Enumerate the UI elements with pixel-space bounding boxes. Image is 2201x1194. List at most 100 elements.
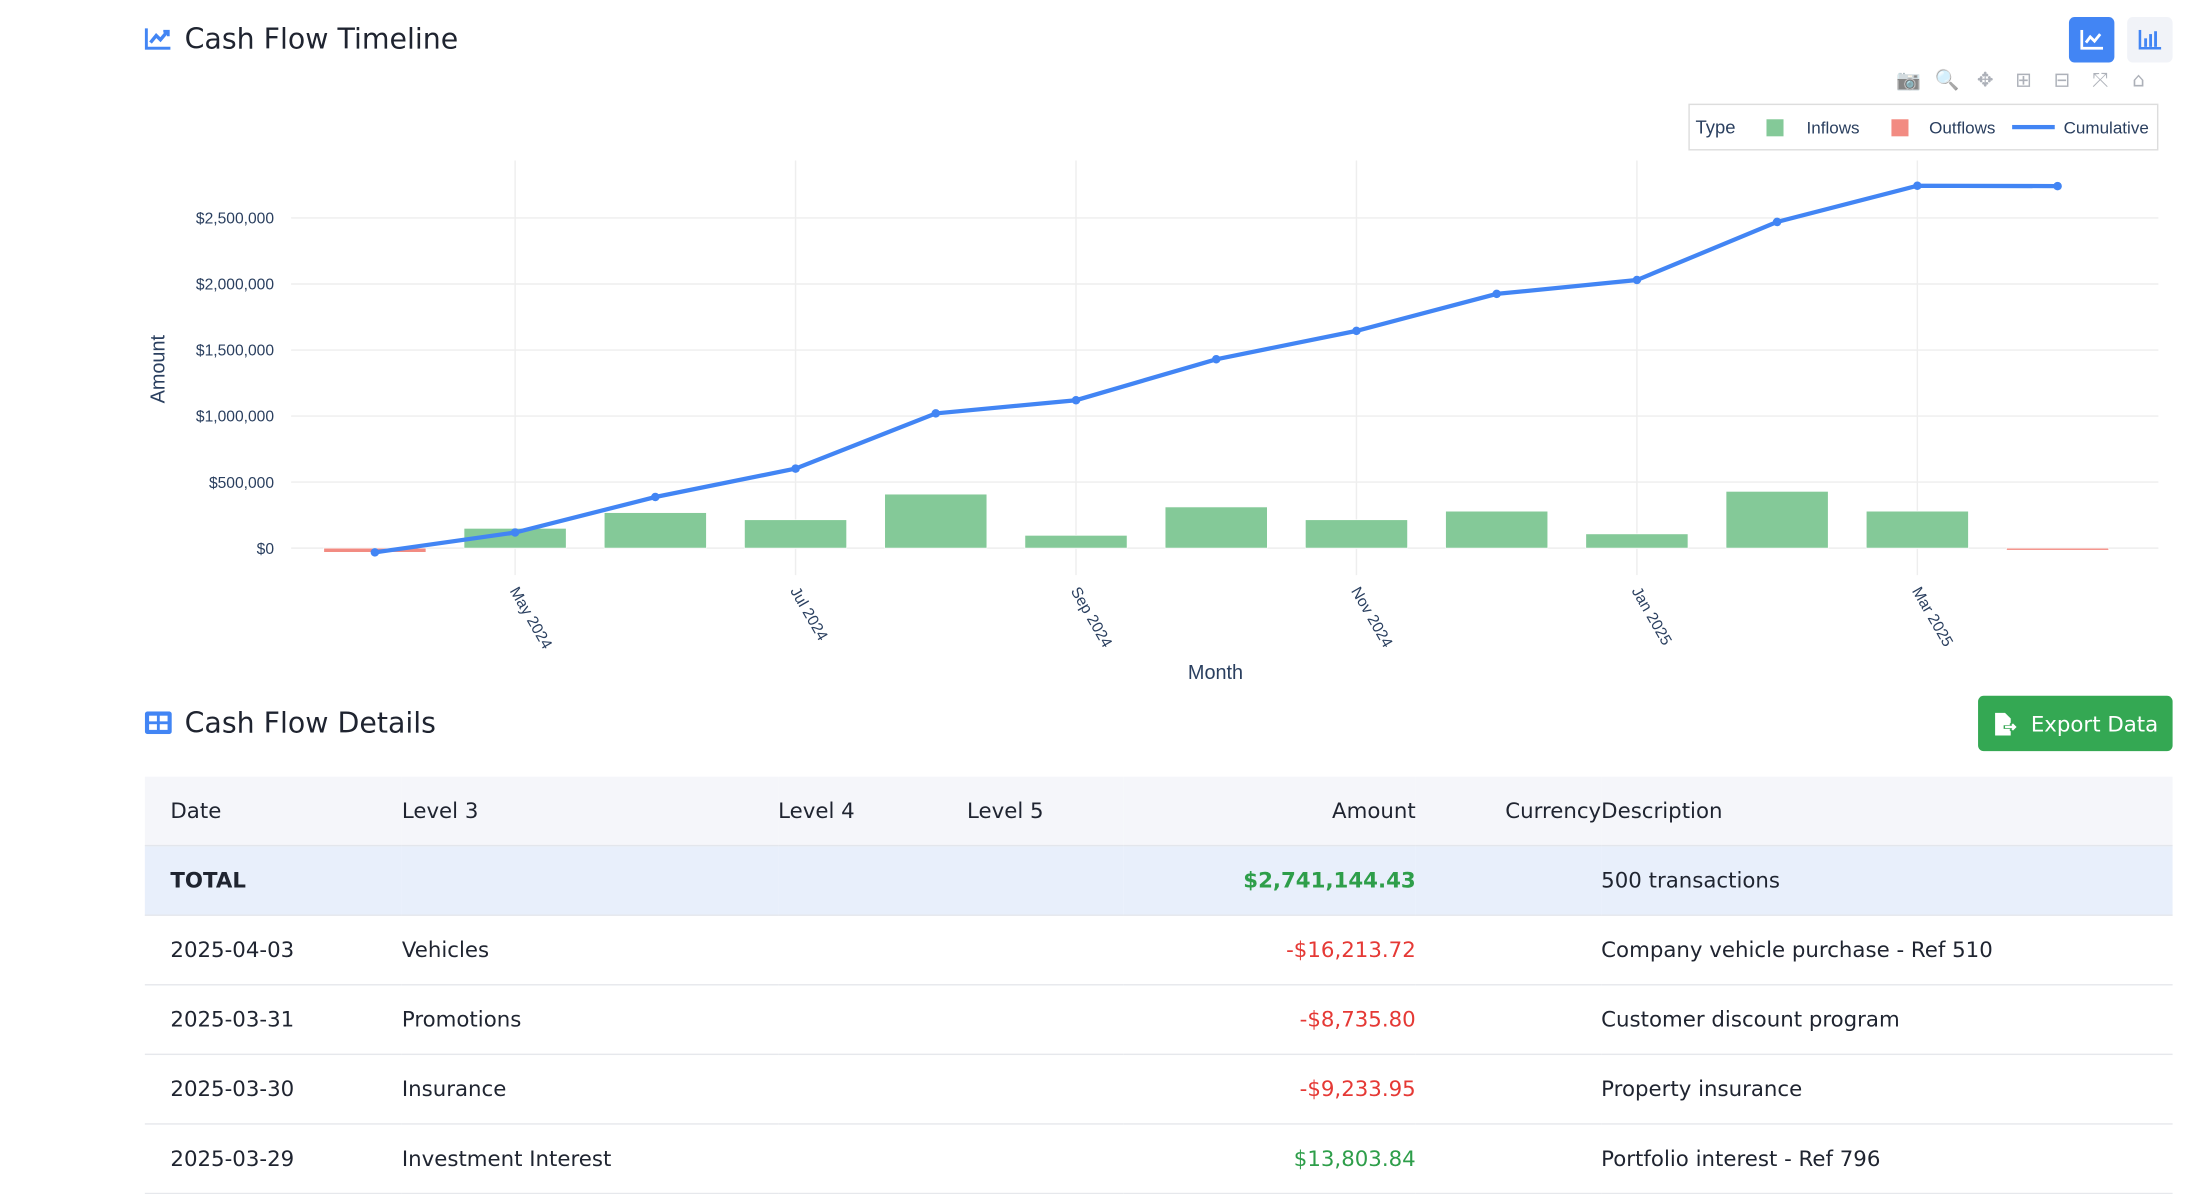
legend-inflows-swatch <box>1766 118 1784 136</box>
legend-inflows[interactable]: Inflows <box>1806 117 1860 138</box>
details-header: Cash Flow Details <box>144 705 436 740</box>
chart-legend: Type Inflows Outflows Cumulative <box>1688 103 2159 151</box>
y-tick-label: $500,000 <box>209 475 274 492</box>
cell-currency <box>1415 984 1602 1056</box>
cell-description: Property insurance <box>1601 1054 2173 1125</box>
x-axis-title: Month <box>1188 662 1243 684</box>
zoom-in-icon[interactable]: ⊞ <box>2015 69 2032 93</box>
legend-cumulative[interactable]: Cumulative <box>2063 117 2149 138</box>
total-row: TOTAL $2,741,144.43 500 transactions <box>144 845 2173 916</box>
cell-level5 <box>967 1123 1124 1194</box>
cell-date: 2025-03-30 <box>144 1054 402 1125</box>
cell-level3: Promotions <box>401 984 779 1056</box>
chart-modebar: 📷 🔍 ✥ ⊞ ⊟ ⤧ ⌂ <box>1894 68 2152 94</box>
cell-level5 <box>967 984 1124 1056</box>
x-tick-label: Sep 2024 <box>1067 584 1115 651</box>
column-header-amount[interactable]: Amount <box>1123 776 1416 847</box>
inflow-bar <box>1024 534 1128 549</box>
details-title: Cash Flow Details <box>184 705 436 740</box>
total-amount: $2,741,144.43 <box>1123 845 1416 916</box>
cumulative-point <box>2053 181 2062 191</box>
cumulative-point <box>791 464 800 473</box>
y-tick-label: $2,000,000 <box>196 277 274 294</box>
cell-level3: Insurance <box>401 1054 779 1125</box>
autoscale-icon[interactable]: ⤧ <box>2092 69 2109 93</box>
column-header-currency[interactable]: Currency <box>1415 776 1602 847</box>
chart-bar-icon <box>2138 29 2162 50</box>
table-header-row: Date Level 3 Level 4 Level 5 Amount Curr… <box>144 776 2173 847</box>
cumulative-point <box>1913 181 1922 191</box>
export-data-label: Export Data <box>2030 710 2159 737</box>
cell-date: 2025-04-03 <box>144 915 402 986</box>
y-axis-title: Amount <box>148 335 170 404</box>
cumulative-point <box>1071 395 1081 405</box>
cumulative-point <box>931 409 941 418</box>
x-tick-label: May 2024 <box>506 584 555 652</box>
column-header-level3[interactable]: Level 3 <box>401 776 779 847</box>
cell-currency <box>1415 1123 1602 1194</box>
chart-line-icon <box>2079 29 2103 50</box>
camera-icon[interactable]: 📷 <box>1896 69 1921 93</box>
cell-level4 <box>778 915 968 986</box>
table-icon <box>144 711 172 735</box>
cell-level3: Investment Interest <box>401 1123 779 1194</box>
zoom-icon[interactable]: 🔍 <box>1934 69 1960 93</box>
inflow-bar <box>603 512 707 549</box>
cell-level4 <box>778 1054 968 1125</box>
inflow-bar <box>1585 533 1689 549</box>
cell-currency <box>1415 1054 1602 1125</box>
legend-outflows[interactable]: Outflows <box>1929 117 1996 138</box>
table-row[interactable]: 2025-04-03 Vehicles -$16,213.72 Company veh… <box>144 915 2173 986</box>
cell-amount: -$8,735.80 <box>1123 984 1416 1056</box>
y-tick-label: $0 <box>257 541 275 558</box>
pan-icon[interactable]: ✥ <box>1976 69 1994 93</box>
column-header-level4[interactable]: Level 4 <box>778 776 968 847</box>
cell-description: Customer discount program <box>1601 984 2173 1056</box>
y-tick-label: $2,500,000 <box>196 211 274 228</box>
chart-line-icon <box>144 28 171 50</box>
cell-amount: -$16,213.72 <box>1123 915 1416 986</box>
table-row[interactable]: 2025-03-30 Insurance -$9,233.95 Property in… <box>144 1054 2173 1125</box>
cell-amount: -$9,233.95 <box>1123 1054 1416 1125</box>
cumulative-point <box>651 492 660 502</box>
cash-flow-table: Date Level 3 Level 4 Level 5 Amount Curr… <box>144 776 2173 1194</box>
outflow-bar <box>2006 547 2110 551</box>
cumulative-point <box>1772 217 1782 227</box>
inflow-bar <box>1164 506 1268 549</box>
line-chart-toggle-button[interactable] <box>2068 17 2115 63</box>
home-icon[interactable]: ⌂ <box>2132 69 2145 93</box>
bar-chart-toggle-button[interactable] <box>2127 17 2173 63</box>
table-row[interactable]: 2025-03-31 Promotions -$8,735.80 Customer d… <box>144 984 2173 1056</box>
inflow-bar <box>744 519 848 549</box>
column-header-date[interactable]: Date <box>144 776 402 847</box>
x-tick-label: Jan 2025 <box>1628 584 1675 648</box>
total-label: TOTAL <box>144 845 402 916</box>
cumulative-point <box>1632 275 1642 285</box>
cumulative-point <box>370 548 380 557</box>
x-tick-label: Jul 2024 <box>786 584 830 644</box>
inflow-bar <box>884 493 988 549</box>
timeline-title: Cash Flow Timeline <box>184 21 459 56</box>
column-header-level5[interactable]: Level 5 <box>967 776 1124 847</box>
cell-date: 2025-03-31 <box>144 984 402 1056</box>
zoom-out-icon[interactable]: ⊟ <box>2053 69 2071 93</box>
inflow-bar <box>1445 510 1549 549</box>
total-description: 500 transactions <box>1601 845 2173 916</box>
legend-cumulative-swatch <box>2012 124 2056 130</box>
column-header-description[interactable]: Description <box>1601 776 2173 847</box>
cell-amount: $13,803.84 <box>1123 1123 1416 1194</box>
cumulative-point <box>1492 289 1501 299</box>
cash-flow-chart[interactable]: $0 $500,000 $1,000,000 $1,500,000 $2,000,000… <box>0 0 2201 696</box>
cumulative-point <box>1211 355 1221 364</box>
inflow-bar <box>1725 490 1829 549</box>
inflow-bar <box>1304 519 1408 549</box>
cell-description: Company vehicle purchase - Ref 510 <box>1601 915 2173 986</box>
legend-outflows-swatch <box>1890 118 1908 136</box>
cell-level5 <box>967 915 1124 986</box>
table-row[interactable]: 2025-03-29 Investment Interest $13,803.84 P… <box>144 1123 2173 1194</box>
cell-level5 <box>967 1054 1124 1125</box>
y-tick-label: $1,500,000 <box>196 343 274 360</box>
export-data-button[interactable]: Export Data <box>1978 695 2173 752</box>
y-tick-label: $1,000,000 <box>196 409 274 426</box>
timeline-header: Cash Flow Timeline <box>144 21 459 56</box>
